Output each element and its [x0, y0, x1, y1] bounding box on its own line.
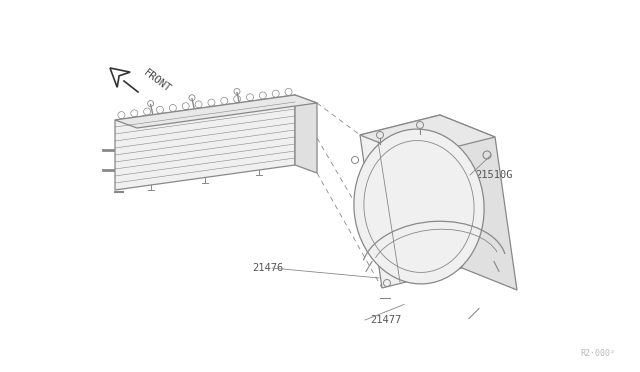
Polygon shape [295, 95, 317, 173]
Polygon shape [115, 95, 295, 190]
Ellipse shape [364, 141, 474, 272]
Polygon shape [360, 115, 495, 157]
Text: 21510G: 21510G [475, 170, 513, 180]
Text: FRONT: FRONT [142, 67, 173, 94]
Text: R2·000²: R2·000² [580, 349, 615, 358]
Polygon shape [360, 115, 462, 288]
Polygon shape [115, 95, 317, 128]
Text: 21476: 21476 [252, 263, 284, 273]
Text: 21477: 21477 [370, 315, 401, 325]
Ellipse shape [354, 129, 484, 284]
Polygon shape [440, 115, 517, 290]
